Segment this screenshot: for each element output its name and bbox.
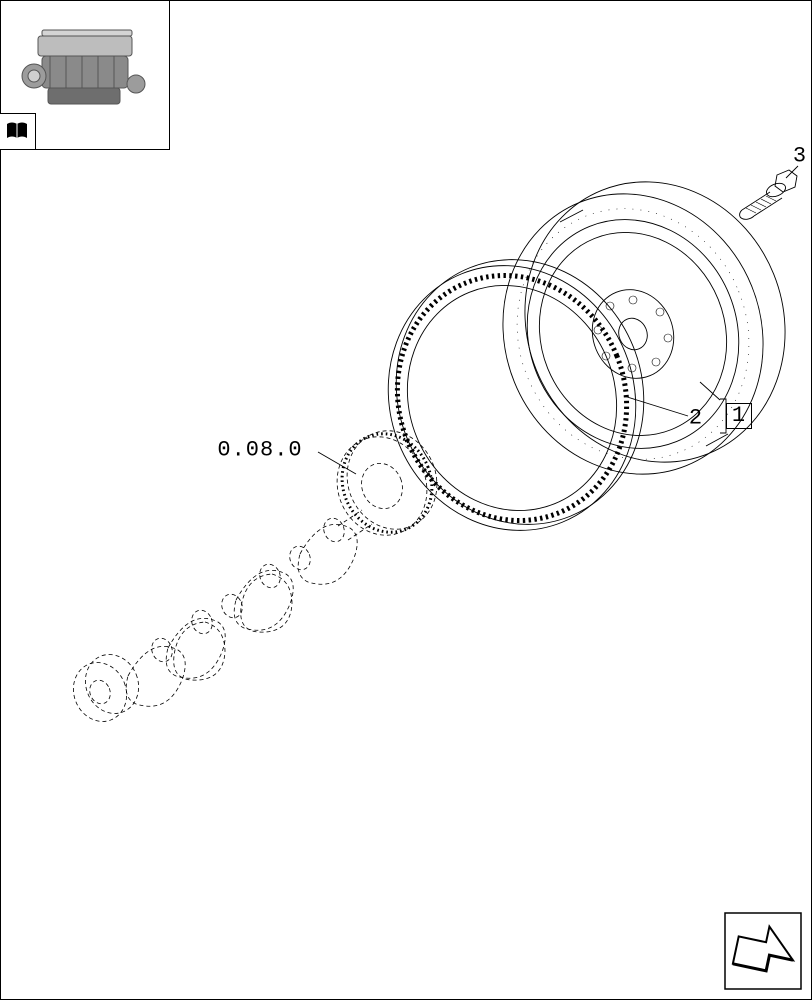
engine-thumbnail-panel bbox=[0, 0, 170, 150]
callout-3: 3 bbox=[793, 144, 807, 169]
page-curl-arrow-icon bbox=[724, 912, 802, 990]
callout-2: 2 bbox=[689, 406, 703, 431]
callout-ref-section: 0.08.0 bbox=[217, 438, 302, 463]
page-frame bbox=[0, 0, 812, 1000]
book-open-icon bbox=[5, 120, 29, 142]
callout-1-boxed: 1 bbox=[726, 403, 752, 429]
engine-thumbnail bbox=[18, 18, 152, 118]
page-corner-flag bbox=[724, 912, 802, 990]
thumbnail-corner-badge bbox=[0, 113, 36, 149]
